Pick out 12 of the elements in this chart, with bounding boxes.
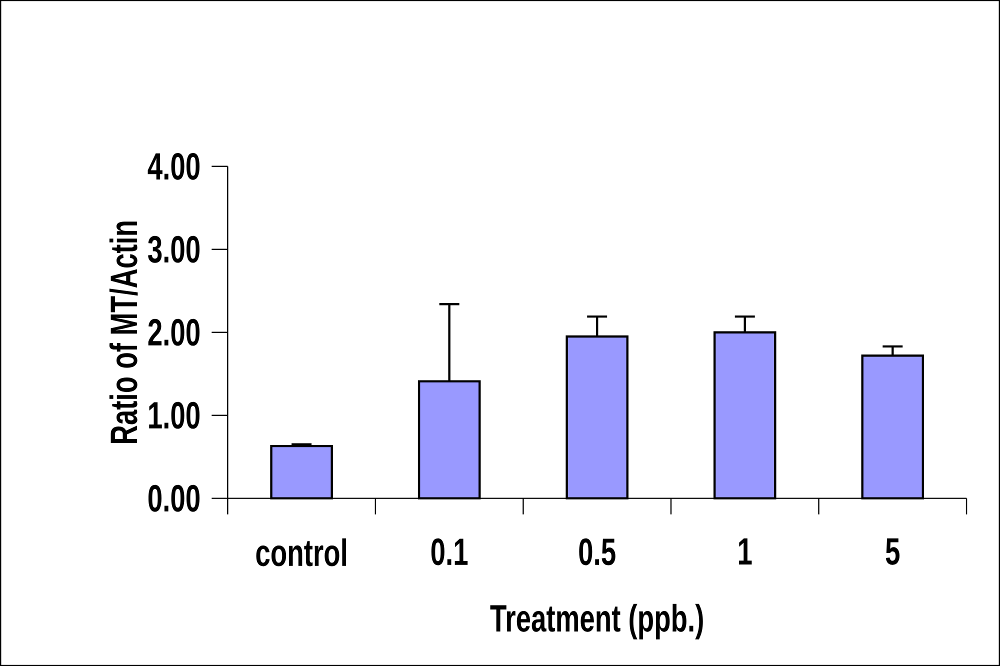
y-tick-label: 0.00 <box>148 484 200 512</box>
x-tick-label: 5 <box>886 538 900 565</box>
x-tick-label: 1 <box>738 538 752 564</box>
x-tick-label: 0.1 <box>431 538 468 566</box>
y-tick-label: 3.00 <box>148 236 200 263</box>
x-tick-label: control <box>256 538 346 566</box>
x-tick-label: 0.5 <box>579 538 616 566</box>
y-axis-title: Ratio of MT/Actin <box>109 222 138 443</box>
y-tick-label: 2.00 <box>148 318 200 346</box>
y-tick-label: 1.00 <box>149 402 200 429</box>
y-tick-label: 4.00 <box>148 152 200 180</box>
x-axis-title: Treatment (ppb.) <box>490 604 703 640</box>
